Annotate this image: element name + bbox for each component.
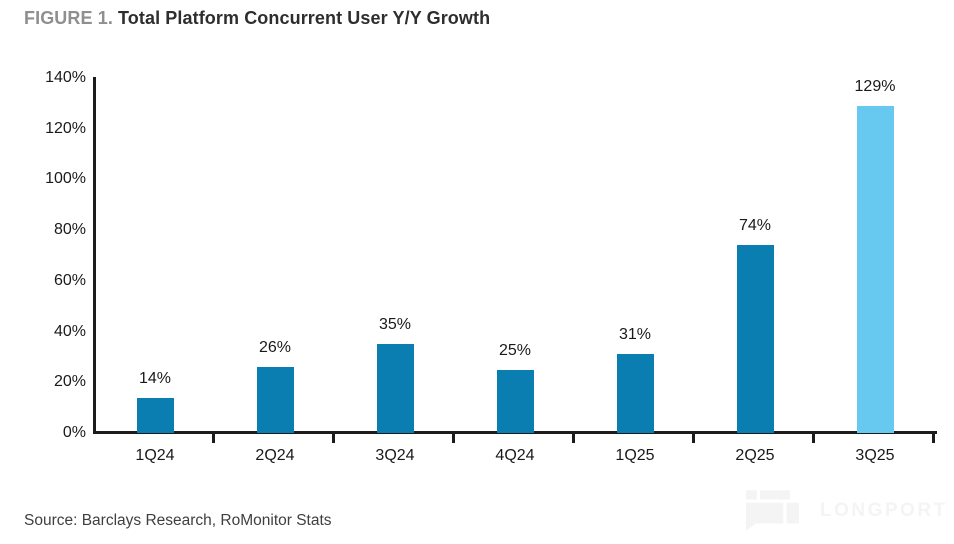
bar-1q24 — [136, 397, 174, 433]
bar-3q25 — [856, 105, 894, 433]
y-tick-label: 140% — [45, 69, 86, 86]
y-tick-label: 40% — [53, 322, 86, 340]
chart-title: FIGURE 1. Total Platform Concurrent User… — [24, 8, 490, 29]
value-label-1q25: 31% — [618, 326, 652, 344]
category-label-4q24: 4Q24 — [495, 447, 535, 464]
x-axis-tick — [692, 434, 695, 443]
x-axis-tick — [932, 434, 935, 443]
x-axis-tick — [332, 434, 335, 443]
value-label-1q24: 14% — [138, 369, 172, 387]
category-label-3q25: 3Q25 — [855, 447, 895, 464]
longport-watermark: LONGPORT — [746, 490, 948, 532]
value-label-2q25: 74% — [738, 217, 772, 235]
x-axis-tick — [452, 434, 455, 443]
x-axis-tick — [212, 434, 215, 443]
bar-4q24 — [496, 369, 534, 433]
x-axis-tick — [572, 434, 575, 443]
y-tick-label: 0% — [62, 424, 86, 441]
source-attribution: Source: Barclays Research, RoMonitor Sta… — [24, 512, 332, 529]
y-tick-label: 20% — [53, 373, 86, 391]
y-axis-line — [93, 77, 96, 434]
bar-2q25 — [736, 245, 774, 433]
longport-watermark-text: LONGPORT — [820, 500, 948, 521]
value-label-3q24: 35% — [378, 316, 412, 334]
y-tick-label: 60% — [53, 271, 86, 289]
y-tick-label: 100% — [45, 170, 86, 188]
figure-number-label: FIGURE 1. — [24, 8, 113, 28]
value-label-3q25: 129% — [854, 77, 896, 95]
category-label-1q24: 1Q24 — [135, 447, 175, 464]
category-label-3q24: 3Q24 — [375, 447, 415, 464]
category-label-1q25: 1Q25 — [615, 447, 655, 464]
bar-1q25 — [616, 354, 654, 433]
y-tick-label: 80% — [53, 221, 86, 239]
value-label-2q24: 26% — [258, 339, 292, 357]
figure-title-text: Total Platform Concurrent User Y/Y Growt… — [118, 8, 491, 28]
x-axis-tick — [812, 434, 815, 443]
category-label-2q25: 2Q25 — [735, 447, 775, 464]
bar-3q24 — [376, 344, 414, 433]
longport-logo-icon — [746, 490, 800, 531]
value-label-4q24: 25% — [498, 341, 532, 359]
category-label-2q24: 2Q24 — [255, 447, 295, 464]
bar-2q24 — [256, 367, 294, 433]
y-tick-label: 120% — [45, 119, 86, 137]
